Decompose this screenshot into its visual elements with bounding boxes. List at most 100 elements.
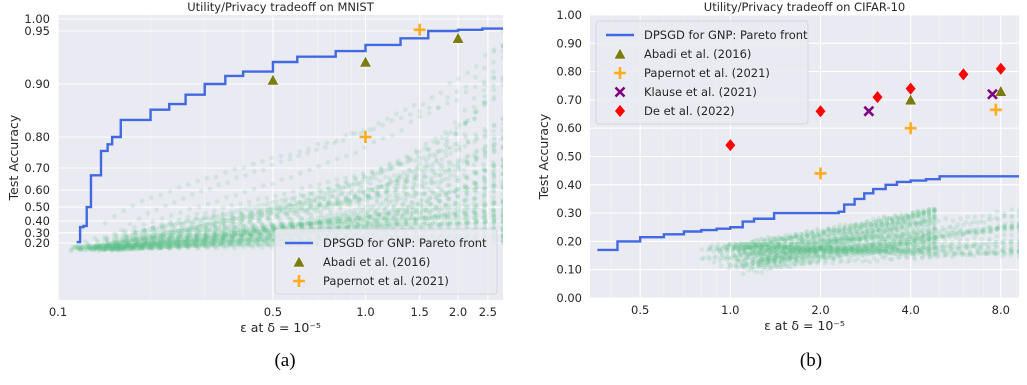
run-point: [189, 220, 195, 226]
run-point: [193, 234, 199, 240]
run-point: [107, 242, 113, 248]
run-point: [278, 222, 284, 228]
run-point: [246, 219, 252, 225]
run-point: [500, 201, 503, 206]
run-point: [197, 228, 203, 233]
run-point: [117, 244, 122, 250]
run-point: [317, 196, 322, 201]
run-point: [137, 242, 143, 248]
run-point: [375, 170, 381, 176]
run-point: [399, 212, 405, 218]
run-point: [398, 161, 404, 167]
run-point: [481, 192, 487, 198]
run-point: [256, 218, 262, 224]
run-point: [317, 220, 323, 226]
run-point: [490, 144, 496, 149]
run-point: [946, 249, 952, 255]
run-point: [190, 238, 196, 244]
run-point: [491, 69, 496, 75]
run-point: [500, 234, 503, 240]
run-point: [296, 206, 302, 212]
run-point: [418, 213, 423, 219]
panel-caption: (a): [274, 350, 295, 371]
run-point: [491, 224, 497, 230]
run-point: [329, 220, 335, 225]
run-point: [305, 196, 311, 201]
run-point: [106, 245, 111, 251]
run-point: [211, 213, 217, 219]
run-point: [194, 241, 200, 247]
run-point: [442, 129, 448, 135]
run-point: [462, 143, 468, 149]
run-point: [193, 234, 199, 240]
run-point: [265, 239, 271, 245]
run-point: [226, 233, 231, 239]
run-point: [220, 211, 225, 216]
run-point: [185, 238, 190, 244]
run-point: [244, 236, 250, 242]
run-point: [396, 207, 402, 213]
run-point: [369, 214, 374, 219]
run-point: [183, 242, 189, 248]
run-point: [395, 192, 401, 198]
run-point: [96, 245, 102, 251]
run-point: [322, 217, 328, 223]
run-point: [139, 238, 145, 243]
run-point: [261, 202, 267, 208]
run-point: [315, 141, 321, 147]
run-point: [203, 224, 209, 230]
run-point: [139, 231, 145, 237]
run-point: [437, 161, 443, 167]
run-point: [172, 239, 177, 245]
run-point: [212, 236, 217, 242]
run-point: [295, 202, 301, 208]
run-point: [177, 242, 182, 248]
run-point: [306, 205, 312, 211]
run-point: [438, 187, 444, 192]
run-point: [462, 108, 467, 113]
run-point: [199, 218, 205, 224]
run-point: [69, 247, 74, 253]
run-point: [384, 223, 390, 229]
run-point: [238, 210, 243, 215]
run-point: [157, 230, 163, 236]
run-point: [388, 220, 394, 226]
run-point: [432, 213, 438, 219]
run-point: [211, 236, 217, 242]
run-point: [134, 240, 140, 245]
run-point: [107, 243, 113, 249]
run-point: [424, 198, 430, 203]
run-point: [413, 220, 419, 226]
run-point: [472, 180, 477, 185]
run-point: [167, 239, 173, 244]
run-point: [326, 216, 332, 222]
run-point: [111, 242, 117, 248]
run-point: [244, 230, 250, 236]
run-point: [268, 233, 274, 239]
run-point: [356, 180, 362, 186]
run-point: [384, 203, 390, 209]
run-point: [133, 242, 139, 247]
run-point: [125, 242, 131, 248]
run-point: [234, 175, 239, 181]
run-point: [114, 243, 120, 249]
run-point: [260, 236, 266, 241]
run-point: [455, 163, 461, 169]
run-point: [213, 231, 218, 237]
run-point: [254, 239, 260, 245]
run-point: [255, 197, 261, 202]
run-point: [255, 231, 261, 237]
run-point: [338, 218, 344, 224]
run-point: [164, 244, 170, 250]
run-point: [225, 243, 231, 249]
run-point: [114, 237, 119, 243]
run-point: [296, 221, 302, 227]
run-point: [161, 240, 167, 246]
run-point: [279, 220, 285, 226]
run-point: [430, 152, 436, 158]
run-point: [261, 226, 267, 232]
run-point: [131, 236, 137, 242]
run-point: [150, 233, 156, 238]
run-point: [317, 202, 323, 208]
run-point: [335, 219, 341, 225]
